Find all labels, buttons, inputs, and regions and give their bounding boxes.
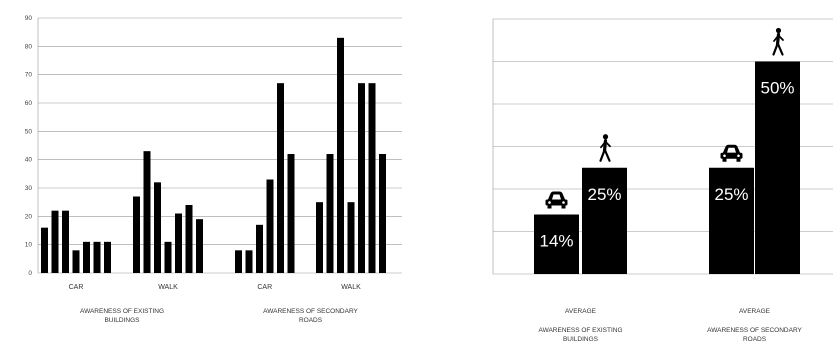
bar [133,196,140,273]
bar [104,241,111,273]
bar [709,167,754,274]
bar [755,61,800,274]
car-icon [720,144,743,162]
bar [196,219,203,273]
bar [287,154,295,273]
y-tick-label: 70 [25,72,33,79]
bar [62,210,69,273]
bar [582,167,627,274]
group-label: BUILDINGS [104,317,140,324]
bar [534,214,579,274]
group-label: ROADS [743,336,767,343]
y-tick-label: 30 [25,185,33,192]
bar [277,83,284,274]
bar-value-label: 25% [587,185,621,204]
average-caption: AVERAGE [565,308,597,315]
bar [358,83,365,274]
bar [185,205,193,273]
bar [143,151,151,273]
bar [83,241,90,273]
bar [51,210,59,273]
bar [256,224,263,273]
subgroup-label: CAR [69,284,84,291]
y-tick-label: 0 [28,270,32,277]
average-caption: AVERAGE [739,308,771,315]
group-label: AWARENESS OF SECONDARY [707,327,802,334]
group-label: AWARENESS OF SECONDARY [263,308,358,315]
bar [337,37,344,274]
bar [41,227,48,273]
bar [164,241,172,273]
bar [379,154,386,273]
y-tick-label: 40 [25,157,33,164]
group-label: AWARENESS OF EXISTING [538,327,622,334]
bar [175,213,182,273]
car-icon [545,191,568,209]
bar [72,250,80,273]
bar [347,202,355,273]
bar [245,250,253,273]
pedestrian-icon [599,134,611,162]
bar [316,202,323,273]
group-label: BUILDINGS [563,336,599,343]
bar [235,250,242,273]
subgroup-label: WALK [341,284,361,291]
y-tick-label: 80 [25,43,33,50]
bar [368,83,376,274]
bar-value-label: 25% [714,185,748,204]
subgroup-label: WALK [158,284,178,291]
y-tick-label: 10 [25,242,33,249]
group-label: AWARENESS OF EXISTING [80,308,164,315]
pedestrian-icon [772,27,784,56]
y-tick-label: 50 [25,128,33,135]
bar [93,241,101,273]
bar-value-label: 14% [539,232,573,251]
bar [154,182,161,273]
subgroup-label: CAR [257,284,272,291]
y-tick-label: 20 [25,213,33,220]
bar-value-label: 50% [760,79,794,98]
y-tick-label: 60 [25,100,33,107]
group-label: ROADS [299,317,323,324]
bar [326,154,334,273]
y-tick-label: 90 [25,15,33,22]
bar [266,179,274,273]
